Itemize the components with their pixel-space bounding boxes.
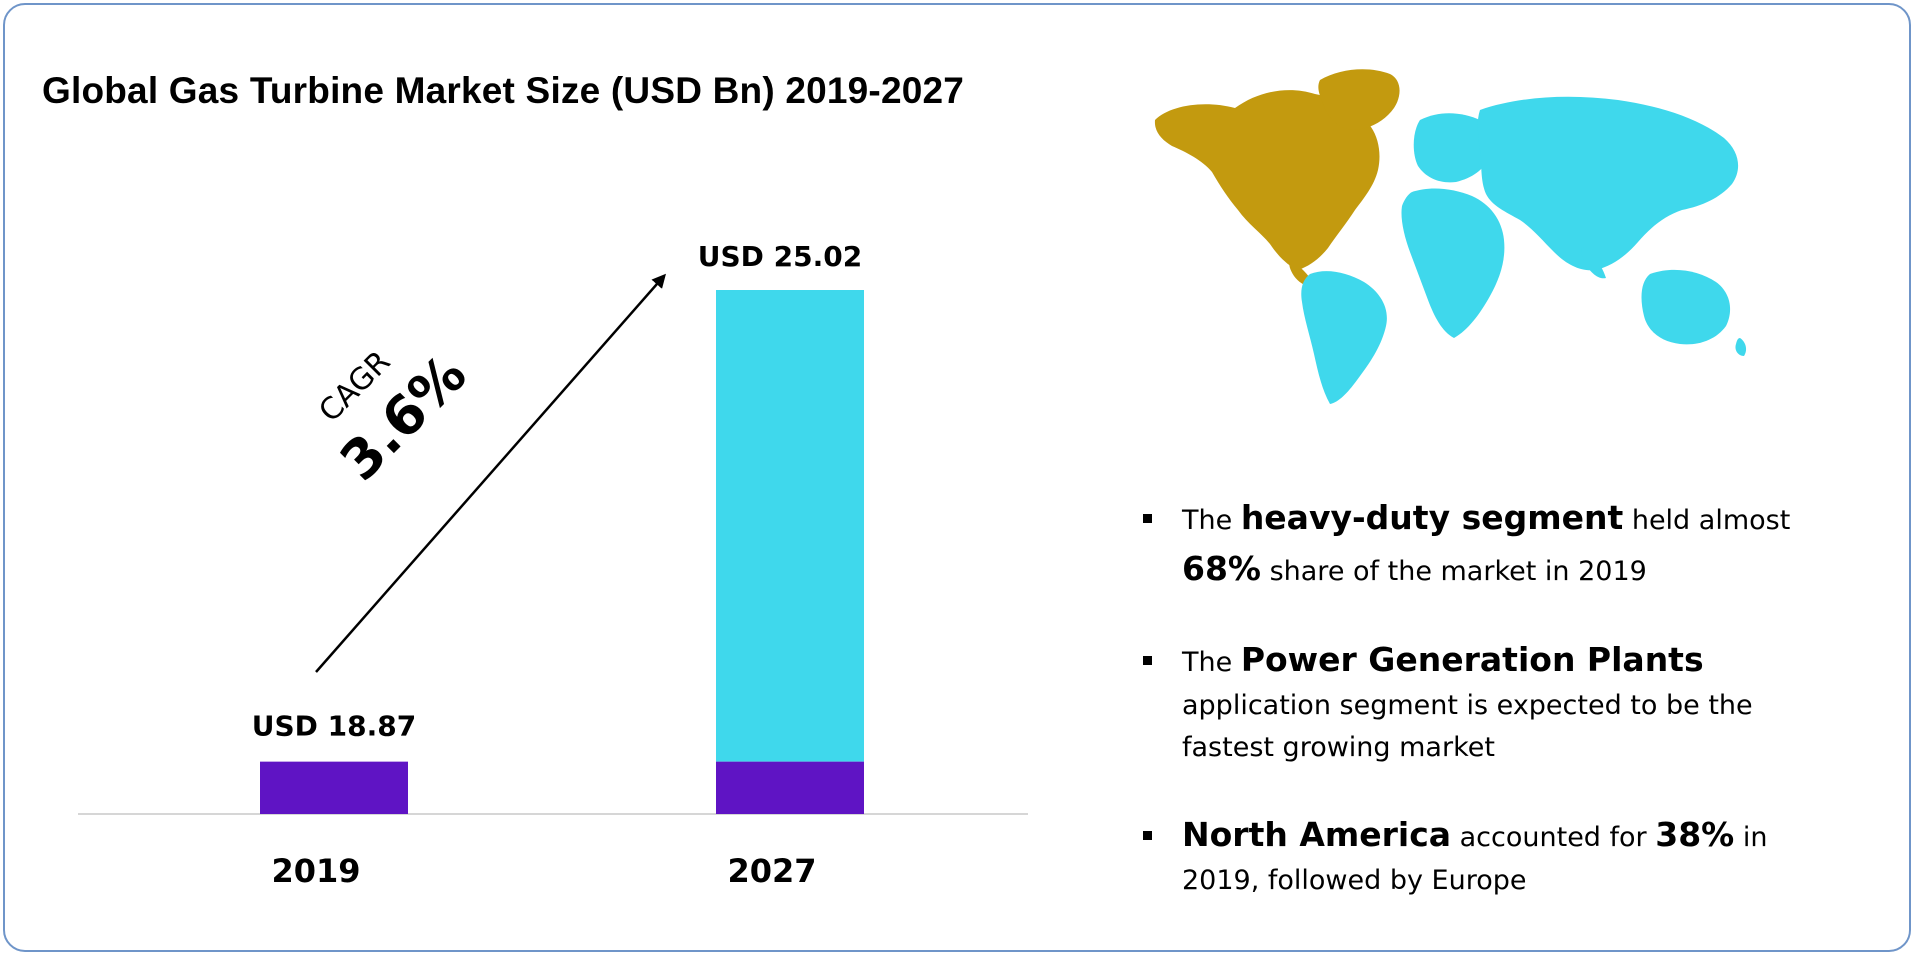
finding-3-part-1: North America xyxy=(1182,815,1452,855)
cagr-arrow xyxy=(315,273,666,673)
finding-1-part-1: The xyxy=(1182,505,1241,536)
finding-1-part-2: heavy-duty segment xyxy=(1240,498,1624,537)
finding-north-america: North America accounted for 38% in 2019,… xyxy=(1140,809,1802,902)
map-rest-of-world xyxy=(1301,96,1747,404)
finding-3-part-4: in 2019, followed by Europe xyxy=(1182,822,1768,897)
finding-3-part-2: accounted for xyxy=(1451,822,1656,854)
category-label-2019: 2019 xyxy=(271,852,360,890)
bar-2019 xyxy=(260,761,408,814)
chart-title: Global Gas Turbine Market Size (USD Bn) … xyxy=(42,70,965,111)
bars-layer: USD 18.87 USD 25.02 2019 2027 xyxy=(252,240,864,890)
key-findings-list: The heavy-duty segment held almost 68% s… xyxy=(1140,492,1860,942)
finding-2-part-2: Power Generation Plants xyxy=(1240,640,1704,680)
data-label-2027: USD 25.02 xyxy=(698,240,862,273)
finding-1-part-3: held almost xyxy=(1623,505,1791,536)
map-north-america xyxy=(1154,69,1400,286)
world-map xyxy=(1154,69,1747,404)
finding-1-part-5: share of the market in 2019 xyxy=(1261,556,1647,588)
bar-2027-growth xyxy=(716,290,864,762)
finding-3-part-3: 38% xyxy=(1655,815,1735,855)
finding-2-part-3: application segment is expected to be th… xyxy=(1182,690,1753,764)
data-label-2019: USD 18.87 xyxy=(252,710,416,743)
bar-2027-base xyxy=(716,761,864,814)
finding-1-part-4: 68% xyxy=(1182,549,1261,589)
finding-2-part-1: The xyxy=(1182,647,1241,679)
finding-heavy-duty: The heavy-duty segment held almost 68% s… xyxy=(1140,492,1802,594)
category-label-2027: 2027 xyxy=(727,852,816,890)
finding-power-generation: The Power Generation Plants application … xyxy=(1140,634,1782,769)
